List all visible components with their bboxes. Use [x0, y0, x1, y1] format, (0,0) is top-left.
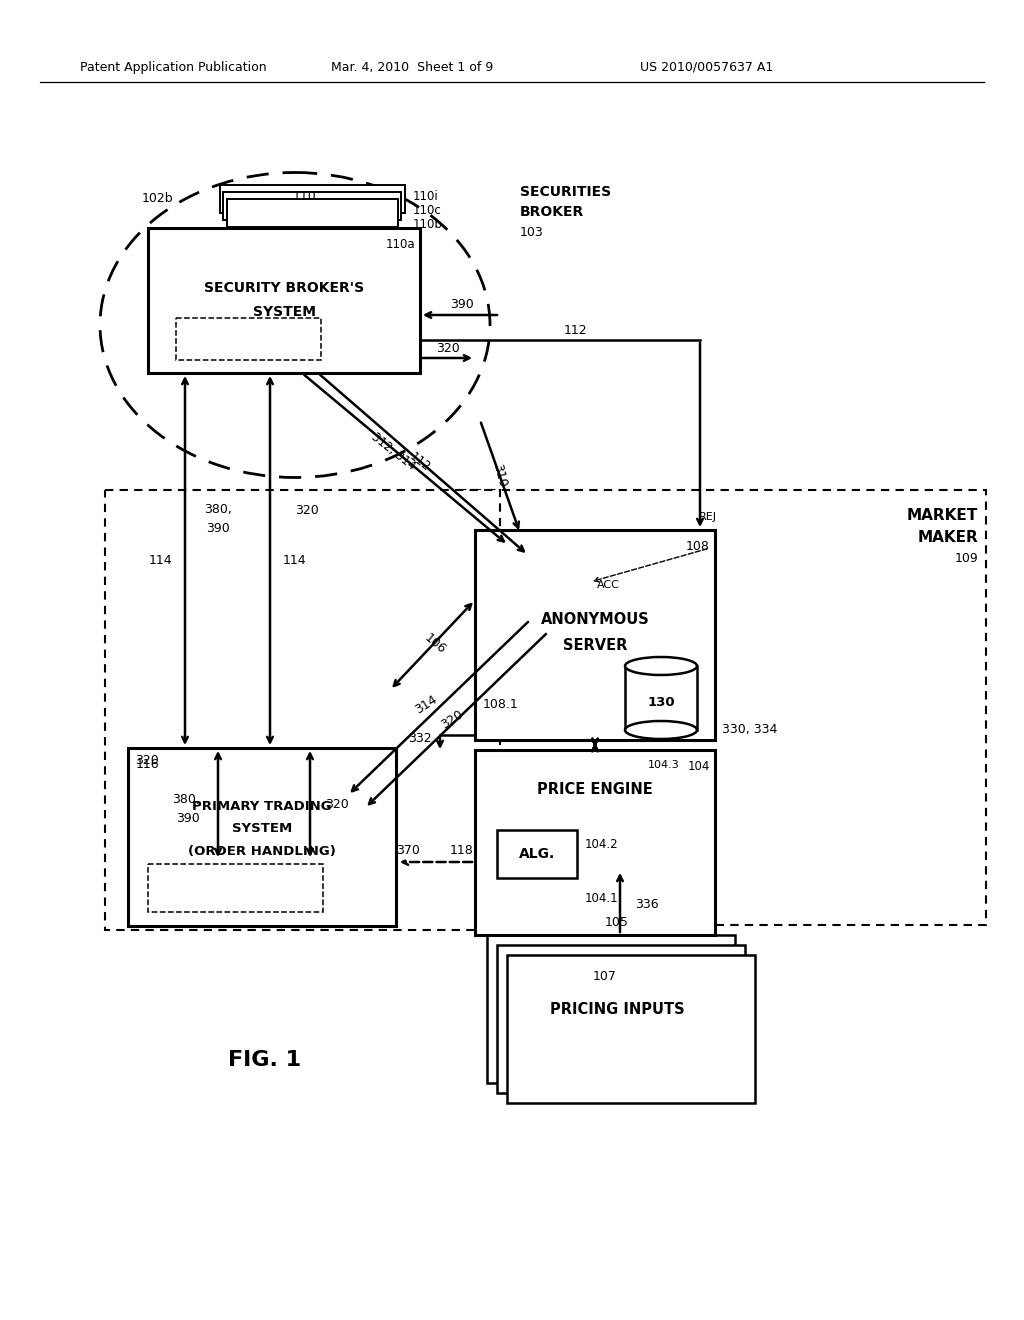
Bar — [487, 935, 735, 1082]
Text: 330, 334: 330, 334 — [722, 723, 777, 737]
Text: 102b: 102b — [142, 191, 174, 205]
Text: 110c: 110c — [413, 203, 441, 216]
Text: REJ: REJ — [699, 512, 717, 521]
Bar — [475, 531, 715, 741]
Text: 320: 320 — [436, 342, 460, 355]
Text: SECURITY BROKER'S: SECURITY BROKER'S — [204, 281, 365, 294]
Text: SYSTEM: SYSTEM — [231, 822, 292, 836]
Text: 312, 314: 312, 314 — [369, 430, 418, 473]
Text: 118: 118 — [450, 843, 474, 857]
Text: 320: 320 — [135, 754, 159, 767]
Text: 320: 320 — [438, 708, 466, 731]
Text: 320: 320 — [295, 503, 318, 516]
Text: 104.2: 104.2 — [585, 838, 618, 851]
Text: 390: 390 — [176, 812, 200, 825]
Text: 336: 336 — [635, 899, 658, 912]
Text: 110b: 110b — [413, 218, 442, 231]
Text: ACC: ACC — [597, 579, 620, 590]
Text: 390: 390 — [206, 521, 229, 535]
Text: 114: 114 — [283, 553, 306, 566]
Bar — [105, 490, 500, 931]
Text: 104.3: 104.3 — [648, 760, 680, 770]
Text: PRIMARY TRADING: PRIMARY TRADING — [193, 800, 332, 813]
Text: PRICE ENGINE: PRICE ENGINE — [538, 783, 653, 797]
Text: 332: 332 — [409, 731, 432, 744]
Text: FIG. 1: FIG. 1 — [228, 1049, 301, 1071]
Text: 108: 108 — [686, 540, 710, 553]
Text: 106: 106 — [422, 631, 449, 656]
Text: ANONYMOUS: ANONYMOUS — [541, 612, 649, 627]
Text: 314: 314 — [413, 693, 439, 717]
Text: 109: 109 — [954, 552, 978, 565]
Text: 107: 107 — [593, 970, 617, 983]
Text: 105: 105 — [605, 916, 629, 928]
Bar — [507, 954, 755, 1104]
Text: US 2010/0057637 A1: US 2010/0057637 A1 — [640, 61, 773, 74]
Text: 114: 114 — [148, 553, 172, 566]
Text: ALG.: ALG. — [519, 847, 555, 861]
Text: Mar. 4, 2010  Sheet 1 of 9: Mar. 4, 2010 Sheet 1 of 9 — [331, 61, 494, 74]
Bar — [497, 830, 577, 878]
Bar — [148, 228, 420, 374]
Text: 116: 116 — [136, 758, 160, 771]
Text: 110: 110 — [293, 190, 316, 202]
Bar — [475, 750, 715, 935]
Text: 112: 112 — [408, 450, 433, 474]
Text: SECURITIES: SECURITIES — [520, 185, 611, 199]
Text: (ORDER HANDLING): (ORDER HANDLING) — [188, 845, 336, 858]
Text: 112: 112 — [563, 323, 587, 337]
Bar — [223, 191, 401, 220]
Bar — [625, 667, 697, 730]
Bar — [176, 318, 321, 360]
Text: 390: 390 — [451, 298, 474, 312]
Text: 380,: 380, — [172, 793, 200, 807]
Text: 108.1: 108.1 — [483, 698, 519, 711]
Bar — [227, 199, 398, 227]
Text: 103: 103 — [520, 226, 544, 239]
Bar — [497, 945, 745, 1093]
Bar — [220, 185, 406, 213]
Text: 310: 310 — [490, 463, 509, 490]
Text: SYSTEM: SYSTEM — [253, 305, 315, 319]
Text: 380,: 380, — [204, 503, 232, 516]
Bar — [148, 865, 323, 912]
Ellipse shape — [625, 657, 697, 675]
Text: MARKET: MARKET — [906, 508, 978, 523]
Text: BROKER: BROKER — [520, 205, 585, 219]
Bar — [458, 490, 986, 925]
Text: 130: 130 — [647, 697, 675, 710]
Text: 320: 320 — [325, 799, 349, 812]
Text: 370: 370 — [396, 843, 420, 857]
Text: SERVER: SERVER — [563, 638, 627, 652]
Text: 110i: 110i — [413, 190, 438, 202]
Text: PRICING INPUTS: PRICING INPUTS — [550, 1002, 684, 1018]
Ellipse shape — [625, 721, 697, 739]
Text: Patent Application Publication: Patent Application Publication — [80, 61, 266, 74]
Text: 104: 104 — [688, 760, 710, 774]
Text: 110a: 110a — [385, 238, 415, 251]
Text: MAKER: MAKER — [918, 531, 978, 545]
Bar — [128, 748, 396, 927]
Text: 104.1: 104.1 — [585, 891, 618, 904]
